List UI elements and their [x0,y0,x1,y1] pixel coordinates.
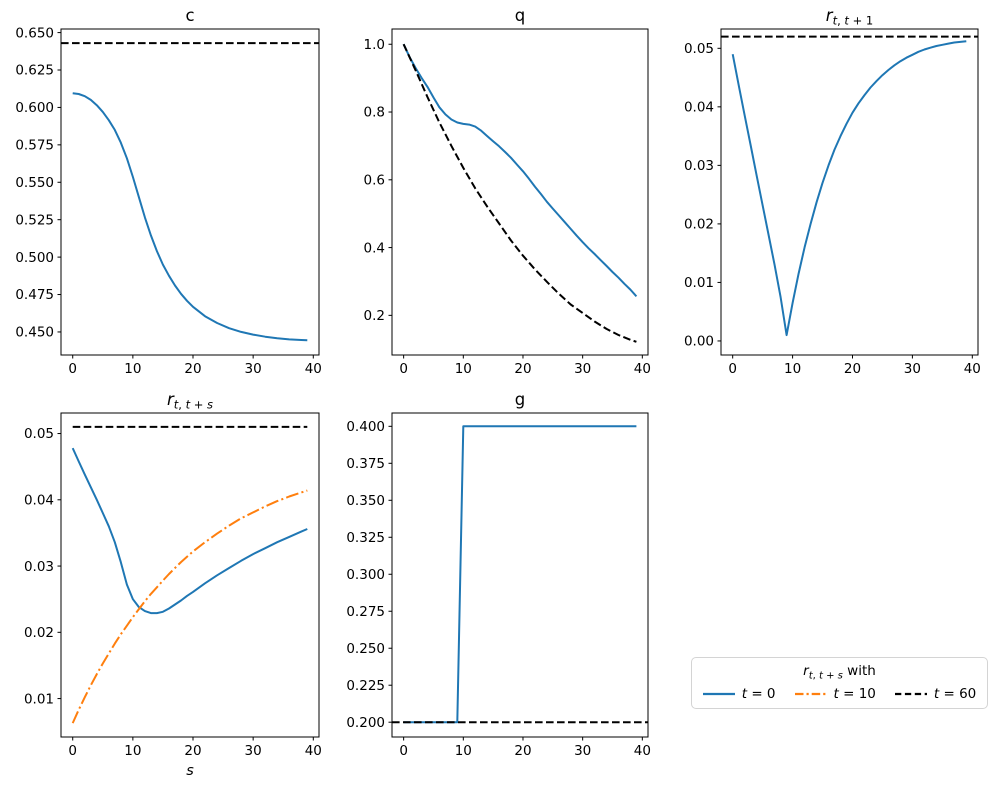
plot-area-c [60,28,320,356]
q-series-t-0 [402,43,638,298]
legend-line-sample [794,692,827,695]
y-tick-label: 0.300 [346,567,385,583]
r_t_ts-series-t-10 [71,489,308,724]
y-tick-label: 0.03 [684,158,714,174]
y-tick-label: 0.550 [15,175,54,191]
subplot-r_t_ts: 0 10 20 30 40 0.01 0.02 0.03 0.04 0.05 rt, t + s s [24,390,322,779]
y-tick-label: 0.400 [346,419,385,435]
x-tick-label: 30 [245,361,262,377]
legend-line-sample [894,692,927,695]
subplot-r_t_t1: 0 10 20 30 40 0.00 0.01 0.02 0.03 0.04 0.05 rt, t +… [684,6,981,377]
x-tick-label: 10 [455,361,472,377]
y-tick-label: 0.375 [346,456,385,472]
x-tick-label: 40 [305,743,322,759]
legend-entry-t-0: t = 0 [702,685,776,702]
y-tick-label: 0.500 [15,250,54,266]
x-tick-label: 40 [964,361,981,377]
y-tick-label: 0.03 [24,559,54,575]
legend-entry-t-60: t = 60 [894,685,977,702]
y-tick-label: 0.275 [346,604,385,620]
y-tick-label: 1.0 [364,37,385,53]
x-tick-label: 0 [399,743,408,759]
plot-area-r_t_t1 [720,28,979,356]
chart-title-c: c [185,6,194,25]
y-tick-label: 0.02 [24,625,54,641]
x-tick-label: 10 [124,361,141,377]
y-tick-label: 0.225 [346,678,385,694]
y-tick-label: 0.4 [364,240,385,256]
y-tick-label: 0.8 [364,105,385,121]
legend-entry-label: t = 60 [933,685,977,702]
y-tick-label: 0.04 [24,492,54,508]
y-tick-label: 0.475 [15,287,54,303]
x-tick-label: 10 [784,361,801,377]
y-tick-label: 0.250 [346,641,385,657]
x-tick-label: 0 [68,361,77,377]
x-tick-label: 20 [514,361,531,377]
y-tick-label: 0.05 [24,426,54,442]
legend-title: rt, t + s with [803,663,876,682]
plot-area-g [391,412,649,738]
x-tick-label: 20 [184,743,201,759]
plot-area-r_t_ts [60,412,320,738]
x-tick-label: 40 [634,743,651,759]
y-tick-label: 0.200 [346,715,385,731]
legend-entry-label: t = 10 [833,685,876,702]
x-tick-label: 0 [68,743,77,759]
y-tick-label: 0.2 [364,308,385,324]
y-tick-label: 0.525 [15,212,54,228]
y-tick-label: 0.575 [15,138,54,154]
chart-title-r_t_t1: rt, t + 1 [826,6,873,28]
y-tick-label: 0.04 [684,100,714,116]
x-tick-label: 10 [124,743,141,759]
y-tick-label: 0.6 [364,173,385,189]
x-axis-label-r_t_ts: s [186,763,194,779]
x-tick-label: 30 [245,743,262,759]
legend-entry-t-10: t = 10 [794,685,876,702]
x-tick-label: 10 [455,743,472,759]
plot-area-q [391,28,649,356]
y-tick-label: 0.05 [684,41,714,57]
legend-entry-label: t = 0 [741,685,776,702]
y-tick-label: 0.01 [684,275,714,291]
x-tick-label: 40 [305,361,322,377]
chart-title-g: g [515,390,525,409]
y-tick-label: 0.01 [24,691,54,707]
y-tick-label: 0.650 [15,25,54,41]
y-tick-label: 0.325 [346,530,385,546]
x-tick-label: 20 [184,361,201,377]
x-tick-label: 30 [574,743,591,759]
legend-line-sample [702,692,735,695]
y-tick-label: 0.450 [15,325,54,341]
legend-entries: t = 0 t = 10 t = 60 [702,685,977,702]
y-tick-label: 0.02 [684,217,714,233]
x-tick-label: 30 [904,361,921,377]
subplot-c: 0 10 20 30 40 0.450 0.475 0.500 0.525 0.550 0.575 0… [15,6,322,377]
c-series-t-0 [72,92,308,342]
y-tick-label: 0.600 [15,100,54,116]
x-tick-label: 20 [844,361,861,377]
legend: rt, t + s with t = 0 t = 10 t = 60 [691,657,988,709]
x-tick-label: 40 [634,361,651,377]
y-tick-label: 0.625 [15,63,54,79]
subplot-q: 0 10 20 30 40 0.2 0.4 0.6 0.8 1.0 q [364,6,651,377]
x-tick-label: 30 [574,361,591,377]
x-tick-label: 0 [399,361,408,377]
r_t_ts-series-t-0 [71,447,308,615]
x-tick-label: 0 [728,361,737,377]
x-tick-label: 20 [514,743,531,759]
y-tick-label: 0.00 [684,334,714,350]
subplot-g: 0 10 20 30 40 0.200 0.225 0.250 0.275 0.300 0.325 0… [346,390,651,759]
chart-title-q: q [515,6,525,25]
r_t_t1-series-t-0 [731,40,967,337]
chart-title-r_t_ts: rt, t + s [167,390,213,412]
q-series-t-60 [402,43,637,343]
y-tick-label: 0.350 [346,493,385,509]
